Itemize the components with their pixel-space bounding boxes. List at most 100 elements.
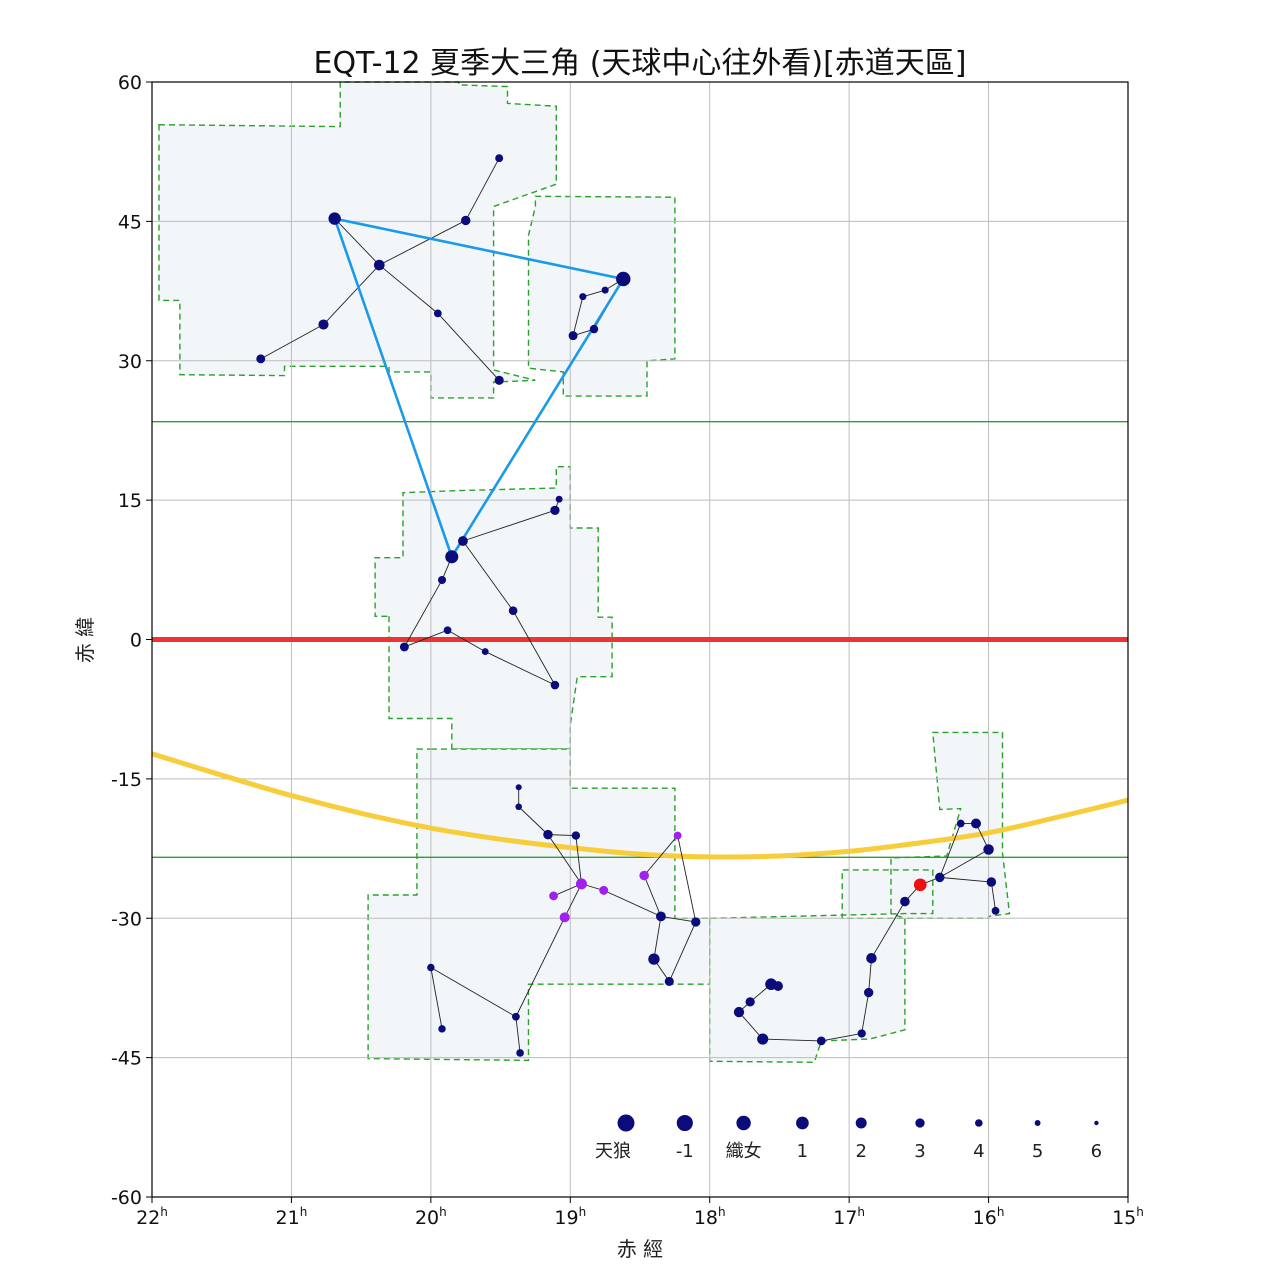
star-point [589, 324, 599, 334]
legend-label: 2 [855, 1141, 866, 1162]
star-point [673, 831, 682, 840]
x-tick-label: 22h [136, 1205, 168, 1229]
constellation-line [990, 881, 996, 911]
star-point [913, 878, 927, 892]
constellation-boundary [709, 731, 1011, 1064]
constellation-line [462, 509, 556, 542]
constellation-line [575, 835, 582, 884]
legend-marker [617, 1114, 635, 1132]
star-point [508, 606, 518, 616]
star-point [956, 819, 965, 828]
constellation-line [738, 1011, 764, 1040]
y-tick-label: 45 [118, 211, 142, 233]
legend-label: 4 [973, 1141, 984, 1162]
constellation-line [871, 901, 906, 959]
legend-label: 5 [1032, 1141, 1043, 1162]
legend-marker [796, 1116, 809, 1130]
constellation-line [653, 916, 662, 960]
star-point [864, 987, 874, 998]
constellation-line [447, 629, 486, 652]
constellation-line [485, 651, 556, 686]
star-point [550, 680, 560, 690]
star-point [438, 1025, 446, 1033]
constellation-line [861, 992, 870, 1034]
star-point [443, 626, 452, 635]
legend-label: -1 [676, 1141, 694, 1162]
star-point [857, 1029, 866, 1038]
constellation-line [939, 849, 989, 878]
constellation-line [334, 218, 380, 266]
legend-label: 1 [797, 1141, 808, 1162]
star-point [935, 872, 945, 883]
legend-marker [915, 1118, 925, 1128]
star-point [433, 309, 442, 318]
constellation-line [868, 958, 872, 993]
constellation-boundary [527, 195, 676, 397]
constellation-line [437, 313, 500, 381]
legend-marker [855, 1117, 867, 1129]
star-point [757, 1033, 769, 1045]
star-point [571, 831, 581, 840]
star-point [549, 891, 558, 901]
constellation-line [465, 157, 500, 221]
constellation-line [515, 1016, 521, 1054]
star-point [773, 981, 783, 991]
star-point [599, 885, 609, 895]
star-point [664, 976, 674, 986]
star-point [639, 870, 650, 881]
constellation-line [462, 540, 514, 611]
star-point [495, 154, 504, 163]
constellation-line [564, 883, 582, 918]
x-tick-label: 20h [415, 1205, 447, 1229]
constellation-boundary [158, 81, 557, 399]
star-point [494, 375, 504, 385]
star-point [543, 829, 553, 840]
constellation-line [323, 264, 380, 325]
star-point [568, 331, 578, 341]
star-point [900, 896, 910, 907]
star-point [866, 952, 877, 964]
x-tick-label: 17h [833, 1205, 865, 1229]
constellation-line [378, 264, 439, 314]
star-point [460, 215, 471, 226]
y-tick-label: 60 [118, 72, 142, 94]
legend-label: 天狼 [595, 1141, 631, 1162]
constellation-boundary [367, 748, 711, 1062]
star-point [971, 818, 982, 829]
star-point [445, 550, 459, 564]
star-point [733, 1006, 745, 1018]
star-point [318, 319, 329, 330]
x-tick-label: 19h [554, 1205, 586, 1229]
legend-marker [676, 1114, 693, 1132]
constellation-line [547, 834, 582, 885]
star-point [816, 1036, 826, 1046]
constellation-line [762, 1038, 822, 1042]
ecliptic-line [151, 751, 1129, 860]
star-point [691, 917, 701, 927]
star-point [481, 648, 489, 656]
constellation-line [572, 296, 584, 336]
star-point [745, 997, 755, 1007]
star-point [555, 495, 563, 503]
star-point [399, 642, 409, 652]
x-axis-ticks: 22h 21h 20h 19h 18h 17h 16h 15h [136, 1197, 1144, 1229]
y-tick-label: -45 [111, 1048, 142, 1070]
constellation-line [643, 875, 662, 917]
constellation-line [404, 629, 448, 648]
legend-label: 織女 [726, 1141, 762, 1162]
star-point [328, 212, 341, 225]
chart-title: EQT-12 夏季大三角 (天球中心往外看)[赤道天區] [313, 46, 966, 81]
constellation-line [518, 806, 549, 835]
star-point [458, 536, 468, 546]
star-point [579, 293, 587, 301]
x-tick-label: 16h [973, 1205, 1005, 1229]
constellation-line [643, 835, 678, 876]
star-point [986, 877, 997, 887]
y-axis-ticks: 60 45 30 15 0 -15 -30 -45 -60 [111, 72, 152, 1209]
constellation-line [821, 1033, 862, 1042]
constellation-line [260, 324, 324, 360]
legend-marker [736, 1115, 751, 1131]
constellation-line [668, 921, 697, 982]
constellation-line [430, 967, 443, 1029]
